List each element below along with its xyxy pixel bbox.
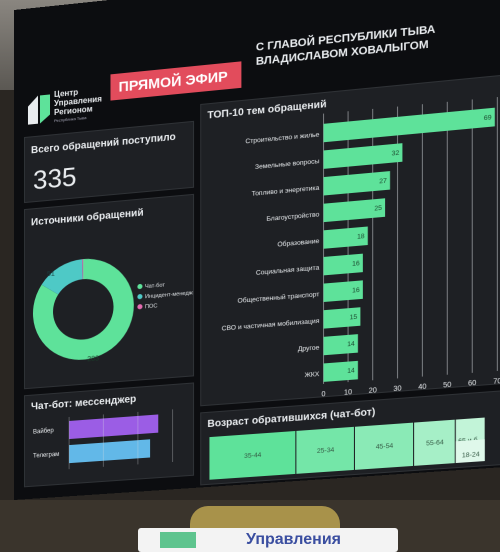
category-label: Общественный транспорт bbox=[238, 290, 320, 305]
data-label: 15 bbox=[350, 314, 358, 322]
donut-label-chatbot: 283 bbox=[87, 355, 99, 363]
x-tick-label: 70 bbox=[493, 378, 500, 386]
total-title: Всего обращений поступило bbox=[31, 132, 176, 157]
legend-dot-pos bbox=[137, 304, 142, 309]
sign-text: Управления bbox=[246, 531, 341, 549]
total-panel: Всего обращений поступило 335 bbox=[24, 121, 194, 203]
messenger-panel: Чат-бот: мессенджер Вайбер Телеграм bbox=[24, 382, 194, 487]
legend-dot-chatbot bbox=[137, 284, 142, 289]
category-label: СВО и частичная мобилизация bbox=[222, 317, 320, 333]
data-label: 14 bbox=[347, 341, 355, 349]
category-label: Другое bbox=[298, 344, 320, 353]
category-label: ЖКХ bbox=[305, 371, 320, 379]
sources-donut: 283 51 Чат-бот Инцидент-менеджмент ПОС bbox=[25, 219, 193, 384]
legend-chatbot: Чат-бот bbox=[145, 282, 165, 290]
logo-icon bbox=[28, 92, 50, 124]
category-label: Земельные вопросы bbox=[255, 158, 320, 171]
age-chart: 35-4425-3445-5455-6465 и б...18-24 bbox=[201, 391, 500, 485]
age-label: 25-34 bbox=[317, 447, 335, 455]
data-label: 69 bbox=[484, 114, 492, 122]
sources-legend: Чат-бот Инцидент-менеджмент ПОС bbox=[137, 279, 193, 311]
legend-dot-incident bbox=[137, 294, 142, 299]
x-tick-label: 30 bbox=[393, 385, 401, 393]
age-label: 45-54 bbox=[376, 443, 394, 451]
data-label: 18 bbox=[357, 233, 365, 241]
live-badge-label: ПРЯМОЙ ЭФИР bbox=[119, 68, 228, 95]
data-label: 32 bbox=[392, 150, 400, 158]
donut-label-incident: 51 bbox=[47, 271, 55, 279]
legend-pos: ПОС bbox=[145, 303, 157, 310]
bar bbox=[324, 108, 495, 143]
bar bbox=[324, 143, 403, 169]
x-tick-label: 60 bbox=[468, 380, 476, 388]
category-label: Благоустройство bbox=[266, 210, 319, 223]
category-label: Образование bbox=[277, 237, 319, 249]
top10-panel: ТОП-10 тем обращений 0 10 20 30 40 50 60 70 Стро… bbox=[200, 74, 500, 407]
data-label: 16 bbox=[352, 287, 360, 295]
total-value: 335 bbox=[33, 161, 77, 196]
age-panel: Возраст обратившихся (чат-бот) 35-44 25-3… bbox=[200, 390, 500, 486]
sources-panel: Источники обращений 283 51 Чат-бот Инцид… bbox=[24, 194, 194, 389]
desk-sign: Управления bbox=[138, 528, 398, 552]
sign-logo-icon bbox=[160, 532, 196, 548]
x-tick-label: 10 bbox=[344, 389, 352, 397]
age-label: 55-64 bbox=[426, 439, 444, 447]
messenger-chart bbox=[25, 384, 193, 487]
x-tick-label: 40 bbox=[418, 383, 426, 391]
data-label: 25 bbox=[374, 205, 382, 213]
logo bbox=[28, 92, 50, 124]
x-tick-label: 0 bbox=[321, 391, 325, 398]
category-label: Топливо и энергетика bbox=[252, 185, 320, 198]
messenger-bar bbox=[69, 414, 158, 439]
x-tick-label: 50 bbox=[443, 382, 451, 390]
age-label: 35-44 bbox=[244, 452, 262, 460]
data-label: 16 bbox=[352, 260, 360, 268]
category-label: Социальная защита bbox=[256, 264, 320, 276]
data-label: 14 bbox=[347, 367, 355, 375]
category-label: Строительство и жилье bbox=[245, 131, 319, 145]
legend-incident: Инцидент-менеджмент bbox=[145, 289, 193, 300]
age-label: 18-24 bbox=[462, 451, 480, 459]
data-label: 27 bbox=[379, 178, 387, 186]
x-tick-label: 20 bbox=[369, 387, 377, 395]
dashboard-screen: Центр Управления Регионом Республика Тыв… bbox=[14, 0, 500, 500]
top10-chart: 0 10 20 30 40 50 60 70 Строительство и жилье 69 Зе… bbox=[201, 75, 500, 405]
live-badge: ПРЯМОЙ ЭФИР bbox=[110, 61, 241, 100]
